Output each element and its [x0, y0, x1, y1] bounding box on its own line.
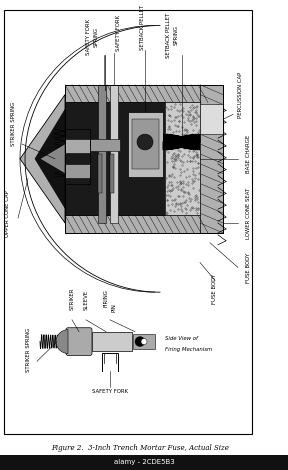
Bar: [92, 332, 132, 352]
Circle shape: [141, 338, 147, 345]
Text: Firing Mechanism: Firing Mechanism: [165, 347, 212, 352]
Bar: [110, 85, 118, 223]
Polygon shape: [35, 110, 65, 208]
Bar: [133, 334, 155, 350]
Bar: [128, 112, 163, 177]
Text: STRIKER SPRING: STRIKER SPRING: [26, 327, 31, 372]
Text: STRIKER: STRIKER: [69, 288, 75, 310]
Text: STRIKER SPRING: STRIKER SPRING: [12, 102, 16, 146]
Bar: [98, 85, 106, 223]
Bar: [65, 85, 223, 102]
Text: PERCUSSION CAP: PERCUSSION CAP: [238, 71, 242, 118]
Text: SAFETY FORK: SAFETY FORK: [115, 16, 120, 51]
Text: alamy - 2CDE5B3: alamy - 2CDE5B3: [114, 459, 174, 465]
Text: LOWER CONE SEAT: LOWER CONE SEAT: [245, 188, 251, 239]
Text: BASE CHARGE: BASE CHARGE: [245, 135, 251, 173]
Text: SAFETY FORK: SAFETY FORK: [92, 389, 128, 394]
Bar: [65, 139, 90, 153]
Bar: [132, 119, 159, 169]
Bar: [110, 154, 114, 193]
Text: SPRING: SPRING: [173, 25, 179, 45]
Text: FIRING: FIRING: [103, 289, 109, 307]
Text: SLEEVE: SLEEVE: [84, 290, 88, 310]
Text: SAFETY FORK: SAFETY FORK: [86, 19, 90, 55]
Text: UPPER CONE CAP: UPPER CONE CAP: [5, 190, 10, 236]
Wedge shape: [56, 330, 68, 353]
Bar: [90, 139, 120, 151]
Bar: [65, 129, 90, 183]
Bar: [200, 104, 223, 134]
Bar: [65, 85, 223, 233]
Text: SETBACK PELLET: SETBACK PELLET: [166, 13, 170, 58]
Circle shape: [135, 337, 145, 346]
Text: SETBACK PELLET: SETBACK PELLET: [139, 5, 145, 50]
Text: SPRING: SPRING: [94, 27, 98, 47]
FancyBboxPatch shape: [66, 328, 92, 355]
Bar: [0, 455, 288, 470]
Bar: [65, 102, 200, 215]
Polygon shape: [20, 94, 65, 223]
Circle shape: [137, 134, 153, 150]
Text: PIN: PIN: [111, 303, 117, 312]
Bar: [65, 215, 223, 233]
Bar: [165, 102, 200, 215]
Bar: [98, 154, 102, 193]
Bar: [200, 85, 223, 233]
Bar: [4, 10, 252, 434]
Text: Figure 2.  3-Inch Trench Mortar Fuse, Actual Size: Figure 2. 3-Inch Trench Mortar Fuse, Act…: [51, 444, 229, 452]
Text: FUSE BODY: FUSE BODY: [213, 274, 217, 305]
Text: Side View of: Side View of: [165, 336, 198, 341]
Bar: [65, 164, 90, 178]
Polygon shape: [40, 144, 65, 173]
Text: FUSE BODY: FUSE BODY: [245, 252, 251, 282]
